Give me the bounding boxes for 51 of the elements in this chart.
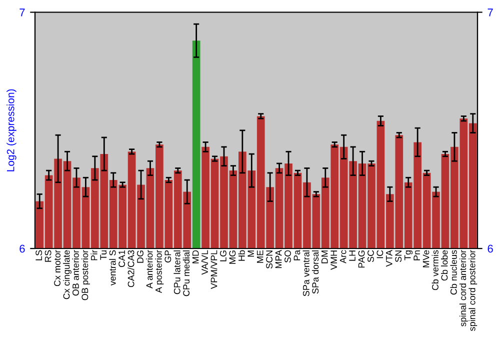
y2-tick-label: 6 [488, 244, 493, 253]
x-tick-label: VA/VL [201, 250, 208, 275]
x-tick-label: SC [368, 250, 374, 262]
x-tick-label: RS [44, 250, 52, 262]
x-tick-label: Pir [90, 250, 98, 260]
x-tick-label: ventral S [109, 250, 116, 286]
x-tick-label: CA2/CA3 [128, 250, 134, 288]
x-tick-label: Cb vermis [432, 250, 438, 290]
x-tick-label: Cb nucleus [450, 250, 457, 295]
x-tick-label: DG [137, 250, 144, 263]
x-tick-label: Hb [238, 250, 245, 261]
x-tick-label: ME [256, 250, 264, 263]
x-tick-label: Cb lobe [441, 250, 448, 281]
x-tick-label: A anterior [146, 250, 153, 289]
x-tick-label: Tu [100, 250, 107, 260]
x-tick-label: GP [164, 250, 172, 262]
x-tick-label: spinal cord posterior [468, 250, 478, 331]
x-tick-label: Cx motor [54, 250, 60, 286]
x-tick-label: MG [229, 250, 236, 264]
x-tick-label: DM [322, 250, 328, 264]
x-tick-label: VPM/VPL [210, 250, 218, 289]
x-tick-label: MVe [422, 250, 430, 268]
x-tick-label: Tg [404, 250, 413, 260]
x-tick-label: LG [220, 250, 226, 262]
x-tick-label: LS [36, 250, 42, 260]
x-tick-label: CPu lateral [174, 250, 180, 294]
x-tick-label: Pa [294, 250, 300, 260]
x-tick-label: OB posterior [81, 250, 90, 300]
x-tick-label: MPA [275, 250, 282, 268]
x-tick-label: CPu medial [182, 250, 190, 296]
x-tick-label: SPa dorsal [312, 250, 319, 294]
x-tick-label: A posterior [155, 250, 164, 294]
x-tick-label: MD [192, 250, 199, 264]
x-tick-label: SCN [266, 250, 272, 269]
x-tick-label: Arc [340, 250, 346, 264]
y2-tick-label: 7 [488, 8, 493, 16]
x-tick-label: OB anterior [72, 250, 79, 296]
y-axis-title: Log2 (expression) [6, 89, 16, 172]
x-tick-label: SN [395, 250, 402, 262]
x-tick-label: VTA [386, 250, 392, 267]
x-tick-label: SO [284, 250, 291, 263]
x-tick-label: SPa ventral [302, 250, 310, 296]
x-tick-label: LH [349, 250, 356, 261]
x-tick-label: VMH [330, 250, 337, 270]
x-tick-label: CA1 [118, 250, 125, 267]
x-tick-label: Pn [414, 250, 420, 260]
x-tick-label: IC [376, 250, 384, 258]
x-tick-label: PAG [358, 250, 365, 268]
x-tick-label: M [248, 250, 254, 257]
x-tick-label: Cx cingulate [63, 250, 72, 300]
x-tick-label: spinal cord anterior [459, 250, 468, 326]
